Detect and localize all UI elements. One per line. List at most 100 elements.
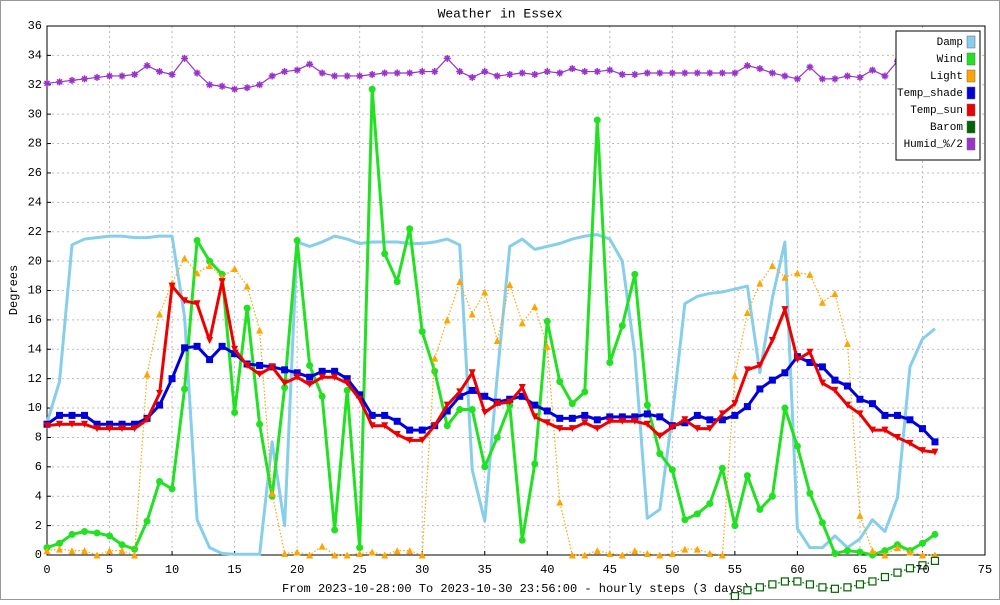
point <box>718 410 726 418</box>
point <box>631 270 639 278</box>
point <box>418 426 426 434</box>
point <box>756 279 764 287</box>
point <box>231 264 239 272</box>
point <box>306 361 314 369</box>
point <box>781 273 789 281</box>
point <box>281 383 289 391</box>
point <box>43 547 51 555</box>
point <box>181 54 189 62</box>
point <box>256 370 264 378</box>
point <box>468 386 476 394</box>
point <box>593 425 601 433</box>
point <box>693 510 701 518</box>
point <box>68 530 76 538</box>
point <box>143 517 151 525</box>
point <box>381 551 389 559</box>
legend: Damp Wind Light Temp_shade Temp_sun Barom Humi… <box>895 30 981 161</box>
point <box>318 392 326 400</box>
point <box>131 70 139 78</box>
point <box>168 485 176 493</box>
point <box>930 556 940 565</box>
x-tick-label: 45 <box>603 563 617 577</box>
point <box>543 317 551 325</box>
point <box>618 413 626 421</box>
point <box>231 350 239 358</box>
point <box>531 303 539 311</box>
point <box>481 68 489 76</box>
point <box>793 269 801 277</box>
point <box>118 72 126 80</box>
point <box>81 527 89 535</box>
point <box>293 66 301 74</box>
point <box>818 583 827 592</box>
point <box>531 460 539 468</box>
point <box>406 436 414 444</box>
x-tick-label: 50 <box>665 563 679 577</box>
point <box>56 411 64 419</box>
point <box>606 417 614 425</box>
point <box>780 577 789 586</box>
point <box>331 551 339 559</box>
point <box>593 116 601 124</box>
point <box>93 73 101 81</box>
point <box>93 420 101 428</box>
point <box>768 580 777 589</box>
point <box>343 375 351 383</box>
point <box>618 322 626 330</box>
point <box>231 85 239 93</box>
point <box>868 577 877 586</box>
point <box>193 237 201 245</box>
point <box>143 416 151 424</box>
point <box>406 426 414 434</box>
point <box>581 551 589 559</box>
point <box>143 62 151 70</box>
point <box>293 548 301 556</box>
point <box>831 289 839 297</box>
point <box>418 328 426 336</box>
point <box>431 422 439 430</box>
point <box>643 69 651 77</box>
point <box>481 463 489 471</box>
legend-label: Temp_sun <box>910 105 963 117</box>
point <box>668 466 676 474</box>
point <box>356 544 364 552</box>
point <box>893 544 901 552</box>
point <box>368 411 376 419</box>
point <box>131 420 139 428</box>
point <box>618 417 626 425</box>
point <box>156 401 164 409</box>
point <box>256 361 264 369</box>
point <box>193 300 201 308</box>
point <box>693 69 701 77</box>
point <box>56 78 64 86</box>
point <box>556 69 564 77</box>
y-tick-label: 36 <box>28 19 42 33</box>
point <box>656 413 664 421</box>
point <box>468 406 476 414</box>
point <box>393 69 401 77</box>
y-tick-label: 16 <box>28 313 42 327</box>
point <box>606 413 614 421</box>
legend-swatch <box>966 86 976 100</box>
point <box>781 306 789 314</box>
point <box>218 278 226 286</box>
point <box>718 416 726 424</box>
point <box>918 551 926 559</box>
point <box>193 342 201 350</box>
series-line <box>46 87 936 557</box>
point <box>756 505 764 513</box>
point <box>606 550 614 558</box>
point <box>268 489 276 497</box>
point <box>43 79 51 87</box>
point <box>468 310 476 318</box>
point <box>331 367 339 375</box>
point <box>368 85 376 93</box>
point <box>68 76 76 84</box>
point <box>706 425 714 433</box>
point <box>293 373 301 381</box>
point <box>768 69 776 77</box>
series-line <box>734 560 936 597</box>
y-tick-label: 30 <box>28 107 42 121</box>
point <box>68 411 76 419</box>
